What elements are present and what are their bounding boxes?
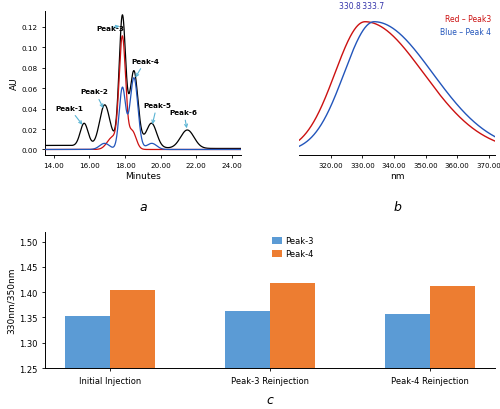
Bar	[226, 312, 270, 409]
Y-axis label: 330nm/350nm: 330nm/350nm	[7, 267, 16, 333]
Text: Peak-2: Peak-2	[81, 89, 108, 108]
Text: b: b	[393, 201, 401, 214]
Text: Blue – Peak 4: Blue – Peak 4	[440, 28, 491, 37]
Text: Peak-5: Peak-5	[143, 102, 171, 124]
Text: Red – Peak3: Red – Peak3	[445, 15, 491, 24]
Text: c: c	[266, 393, 274, 406]
Text: 330.8 333.7: 330.8 333.7	[340, 2, 384, 11]
Bar	[430, 286, 474, 409]
Text: a: a	[139, 201, 146, 214]
Text: Peak-6: Peak-6	[170, 110, 198, 128]
Text: Peak-1: Peak-1	[55, 106, 83, 124]
Bar	[270, 283, 314, 409]
X-axis label: Minutes: Minutes	[125, 172, 160, 180]
Y-axis label: AU: AU	[10, 77, 18, 90]
Text: Peak-4: Peak-4	[132, 58, 160, 77]
Bar	[385, 314, 430, 409]
Bar	[66, 317, 110, 409]
Legend: Peak-3, Peak-4: Peak-3, Peak-4	[268, 234, 317, 262]
Bar	[110, 290, 155, 409]
Text: Peak-3: Peak-3	[96, 26, 124, 31]
X-axis label: nm: nm	[390, 172, 404, 180]
